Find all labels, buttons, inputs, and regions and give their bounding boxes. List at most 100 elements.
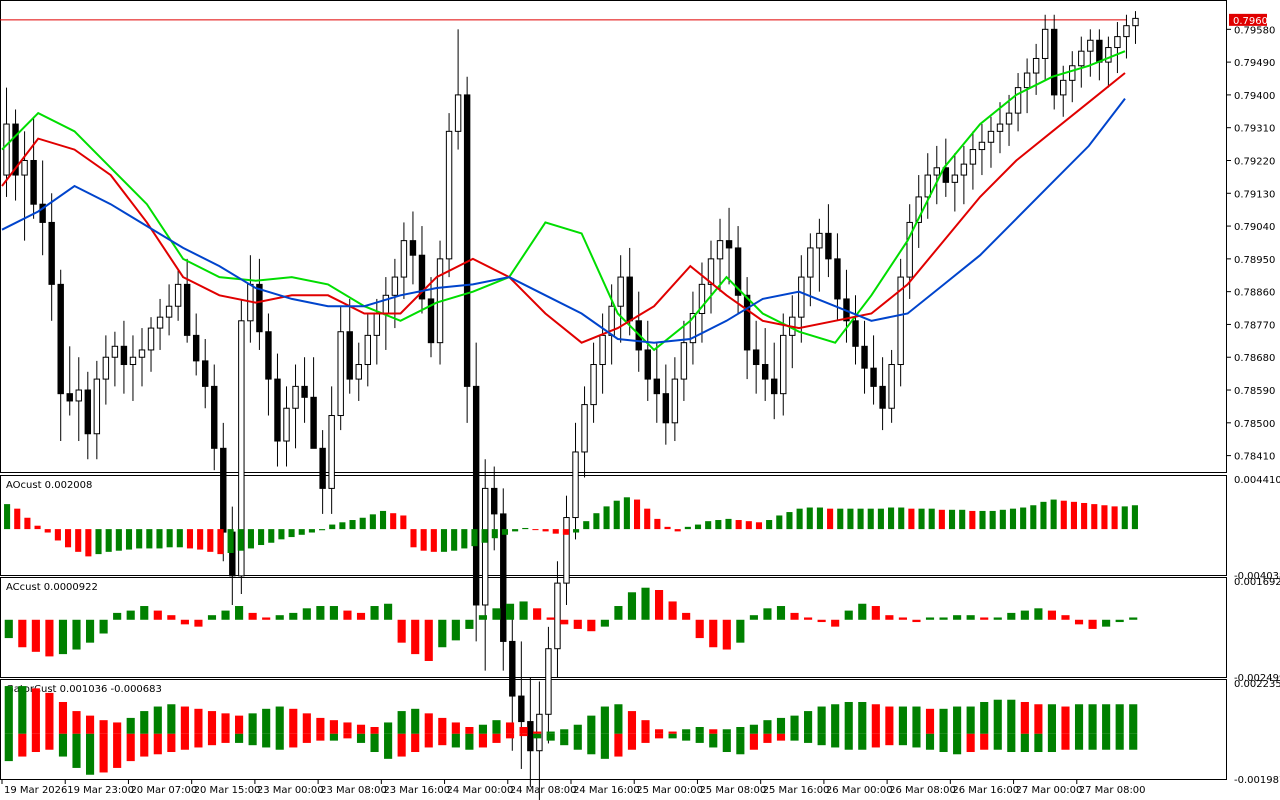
candle — [292, 364, 299, 449]
indicator-bar — [898, 507, 905, 530]
candle-body — [554, 582, 561, 650]
indicator-bar — [400, 515, 407, 530]
candle — [581, 386, 588, 478]
indicator-bar — [440, 529, 448, 552]
indicator-bar — [980, 617, 989, 620]
indicator-bar — [126, 610, 135, 620]
candle-body — [427, 298, 435, 344]
gator-upper-bar — [411, 708, 420, 734]
indicator-bar — [993, 617, 1002, 620]
indicator-bar — [641, 587, 650, 620]
candle — [463, 76, 471, 423]
indicator-bar — [1050, 499, 1057, 530]
candle — [229, 506, 236, 605]
gator-upper-bar — [749, 724, 758, 734]
candle-body — [951, 174, 959, 183]
candle — [66, 346, 73, 416]
indicator-bar — [465, 619, 474, 629]
indicator-bar — [302, 608, 311, 620]
indicator-bar — [136, 529, 143, 549]
indicator-bar — [217, 529, 224, 555]
indicator-bar — [207, 529, 214, 552]
y-tick-label: 0.79400 — [1234, 91, 1275, 102]
indicator-bar — [885, 615, 894, 620]
indicator-bar — [99, 619, 108, 634]
gator-upper-bar — [844, 701, 853, 734]
candle — [319, 430, 326, 514]
y-tick-label: 0.79040 — [1234, 222, 1275, 233]
gator-lower-bar — [925, 733, 935, 750]
candle — [192, 313, 200, 376]
candle — [472, 342, 480, 642]
indicator-bar — [806, 507, 813, 530]
gator-lower-bar — [858, 733, 867, 750]
gator-upper-bar — [248, 713, 257, 734]
gator-lower-bar — [519, 733, 528, 737]
indicator-bar — [533, 608, 542, 620]
indicator-bar — [959, 509, 966, 530]
candle-body — [698, 283, 706, 315]
candle — [689, 291, 697, 365]
y-tick-label: 0.78770 — [1234, 320, 1275, 331]
candle — [960, 145, 968, 205]
candle-body — [93, 378, 101, 435]
candle-body — [725, 240, 733, 249]
candle-body — [391, 276, 399, 296]
indicator-bar — [356, 612, 366, 620]
gator-upper-bar — [709, 729, 718, 734]
aocust-bars — [4, 497, 1138, 557]
indicator-bar — [674, 529, 681, 532]
candle-body — [960, 163, 968, 176]
indicator-bar — [858, 603, 867, 620]
gator-lower-bar — [275, 733, 284, 750]
x-tick-label: 23 Mar 16:00 — [383, 785, 450, 796]
candle — [111, 331, 119, 387]
indicator-bar — [45, 619, 54, 657]
gator-upper-bar — [275, 706, 284, 734]
candle — [156, 298, 164, 350]
candle — [138, 328, 146, 387]
gator-upper-bar — [790, 715, 799, 734]
gator-lower-bar — [546, 733, 555, 741]
candle-body — [1105, 47, 1112, 63]
indicator-bar — [583, 521, 590, 530]
indicator-bar — [867, 508, 874, 530]
gator-lower-bar — [167, 733, 176, 753]
candle-body — [1050, 28, 1058, 96]
indicator-bar — [1034, 608, 1043, 620]
gator-upper-bar — [370, 726, 379, 734]
indicator-bar — [776, 606, 786, 620]
gator-lower-bar — [953, 733, 962, 755]
gator-upper-bar — [1129, 704, 1138, 734]
candle-body — [274, 378, 281, 442]
indicator-bar — [397, 619, 406, 643]
candle-body — [626, 276, 633, 322]
indicator-bar — [623, 497, 630, 530]
gator-lower-bar — [722, 733, 731, 753]
candle-body — [888, 364, 895, 409]
indicator-bar — [58, 619, 68, 655]
gator-upper-bar — [871, 704, 880, 734]
gator-lower-bar — [885, 733, 894, 746]
gator-lower-bar — [302, 733, 311, 743]
indicator-bar — [278, 529, 285, 540]
indicator-bar — [816, 507, 823, 530]
indicator-bar — [766, 520, 773, 530]
gator-lower-bar — [384, 733, 393, 759]
gator-lower-bar — [1074, 733, 1084, 750]
candle-body — [21, 159, 28, 176]
indicator-bar — [1102, 619, 1111, 627]
candle — [1023, 58, 1031, 114]
gator-upper-bar — [45, 692, 54, 734]
candle — [211, 364, 218, 471]
candle-body — [463, 94, 471, 387]
gatorcust-pane — [0, 679, 1227, 780]
indicator-bar — [227, 529, 234, 553]
candle — [30, 116, 37, 219]
candle — [129, 335, 137, 401]
indicator-bar — [451, 619, 460, 641]
candle-body — [915, 196, 922, 223]
indicator-bar — [176, 529, 183, 548]
gator-upper-bar — [289, 708, 298, 734]
